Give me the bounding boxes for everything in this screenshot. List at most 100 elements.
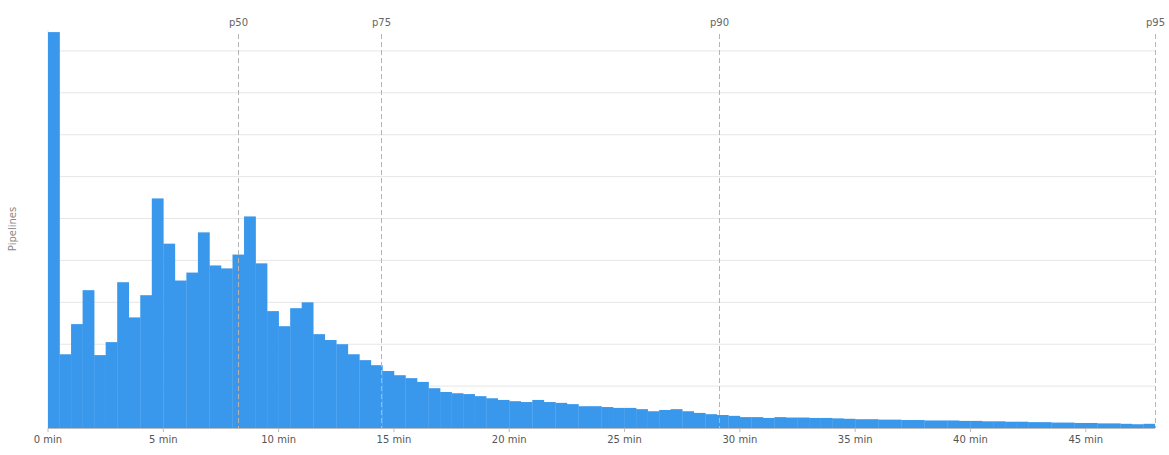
histogram-bar (279, 326, 291, 428)
histogram-bar (83, 290, 95, 428)
histogram-bar (371, 365, 383, 428)
histogram-bar (924, 420, 936, 428)
histogram-bar (163, 244, 175, 428)
histogram-bar (244, 216, 256, 428)
histogram-bar (140, 295, 152, 428)
histogram-bar (947, 420, 959, 428)
histogram-bar (302, 302, 314, 428)
y-axis-title: Pipelines (7, 207, 18, 251)
x-tick (48, 428, 49, 432)
x-tick-label: 25 min (607, 434, 642, 445)
x-tick-label: 35 min (838, 434, 873, 445)
histogram-bar (394, 375, 406, 428)
histogram-bar (544, 402, 556, 428)
x-tick-label: 20 min (492, 434, 527, 445)
histogram-bar (832, 418, 844, 428)
x-tick-label: 10 min (261, 434, 296, 445)
histogram-bar (521, 402, 533, 428)
histogram-bar (705, 414, 717, 428)
histogram-bar (740, 417, 752, 428)
histogram-bar (198, 232, 210, 428)
histogram-bar (1120, 424, 1132, 428)
histogram-bar (682, 411, 694, 428)
histogram-bar (1086, 423, 1098, 428)
histogram-bar (313, 334, 325, 428)
histogram-bar (1040, 422, 1052, 428)
bars (48, 32, 1155, 428)
x-tick (970, 428, 971, 432)
histogram-bar (555, 403, 567, 428)
histogram-bar (440, 392, 452, 428)
histogram-bar (475, 396, 487, 428)
histogram-bar (971, 421, 983, 428)
histogram-bar (717, 415, 729, 428)
histogram-bar (175, 281, 187, 428)
percentile-line (381, 34, 382, 428)
histogram-bar (694, 413, 706, 428)
histogram-bar (429, 388, 441, 428)
histogram-bar (671, 409, 683, 428)
x-tick (393, 428, 394, 432)
histogram-bar (221, 268, 233, 428)
percentile-line (1155, 34, 1156, 428)
grid-line (48, 50, 1155, 51)
chart-svg: 0 min5 min10 min15 min20 min25 min30 min… (0, 0, 1169, 455)
histogram-bar (509, 401, 521, 428)
histogram-bar (1063, 423, 1075, 428)
histogram-bar (809, 418, 821, 428)
histogram-bar (1005, 422, 1017, 428)
histogram-bar (106, 342, 118, 428)
grid-line (48, 218, 1155, 219)
histogram-bar (994, 421, 1006, 428)
histogram-bar (578, 406, 590, 428)
histogram-bar (290, 308, 302, 428)
histogram-bar (267, 311, 279, 428)
histogram-bar (982, 421, 994, 428)
histogram-bar (913, 420, 925, 428)
x-tick-label: 0 min (34, 434, 62, 445)
x-tick (624, 428, 625, 432)
histogram-bar (890, 420, 902, 428)
histogram-bar (117, 282, 129, 428)
x-tick (739, 428, 740, 432)
x-tick (855, 428, 856, 432)
percentile-line (719, 34, 720, 428)
histogram-bar (821, 418, 833, 428)
percentile-label: p50 (229, 17, 248, 28)
histogram-bar (532, 400, 544, 428)
x-axis-line (48, 428, 1155, 429)
histogram-bar (359, 360, 371, 428)
percentile-label: p75 (372, 17, 391, 28)
histogram-bar (659, 410, 671, 428)
histogram-bar (1017, 422, 1029, 428)
x-tick (1085, 428, 1086, 432)
histogram-bar (751, 417, 763, 428)
histogram-bar (209, 265, 221, 428)
histogram-bar (1051, 423, 1063, 428)
histogram-bar (1143, 424, 1155, 428)
histogram-bar (256, 263, 268, 428)
x-tick (278, 428, 279, 432)
histogram-bar (48, 32, 60, 428)
histogram-bar (60, 354, 72, 428)
histogram-bar (728, 416, 740, 428)
histogram-bar (71, 324, 83, 428)
histogram-bar (1132, 424, 1144, 428)
x-tick-label: 40 min (953, 434, 988, 445)
grid-line (48, 260, 1155, 261)
percentile-label: p95 (1146, 17, 1165, 28)
histogram-bar (382, 371, 394, 428)
histogram-bar (1074, 423, 1086, 428)
histogram-bar (452, 393, 464, 428)
percentile-label: p90 (710, 17, 729, 28)
histogram-bar (129, 317, 141, 428)
histogram-bar (1109, 423, 1121, 428)
x-tick (509, 428, 510, 432)
histogram-bar (786, 418, 798, 428)
histogram-bar (417, 382, 429, 428)
histogram-bar (798, 418, 810, 428)
histogram-bar (1097, 423, 1109, 428)
histogram-bar (844, 419, 856, 428)
grid-line (48, 176, 1155, 177)
histogram-bar (336, 344, 348, 428)
